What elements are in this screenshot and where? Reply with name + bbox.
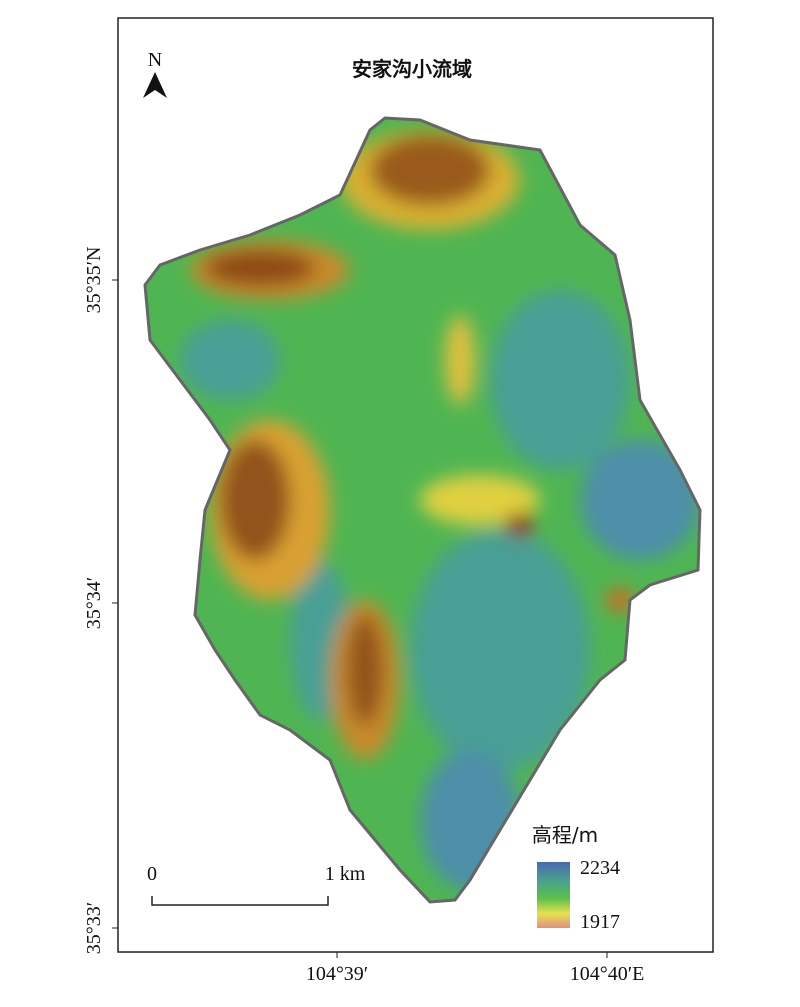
legend-min: 1917 <box>580 911 620 933</box>
lon-label: 104°40′E <box>570 963 645 985</box>
north-label: N <box>148 49 162 71</box>
scale-start: 0 <box>147 863 157 885</box>
legend-title: 高程/m <box>532 823 598 847</box>
lat-label: 35°33′ <box>83 902 105 954</box>
legend-max: 2234 <box>580 857 620 879</box>
map-title: 安家沟小流域 <box>352 57 472 81</box>
elevation-raster <box>145 118 700 902</box>
lon-label: 104°39′ <box>306 963 368 985</box>
lat-label: 35°35′N <box>83 247 105 314</box>
lat-label: 35°34′ <box>83 577 105 629</box>
north-arrow <box>143 72 167 98</box>
scale-end: 1 km <box>325 863 366 885</box>
legend-ramp <box>537 862 570 928</box>
lat-ticks <box>112 279 608 958</box>
scale-bar <box>151 896 329 906</box>
map-frame <box>117 17 714 953</box>
